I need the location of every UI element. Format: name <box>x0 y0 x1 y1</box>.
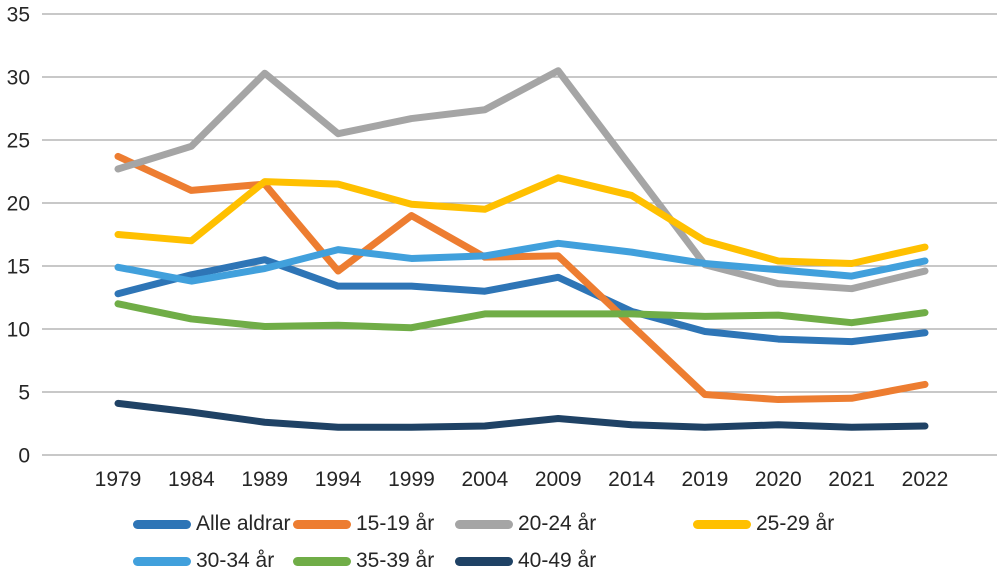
y-tick-label: 20 <box>7 193 30 216</box>
y-tick-label: 5 <box>18 382 30 405</box>
y-tick-label: 0 <box>18 445 30 468</box>
series-line-30-34-r <box>114 239 929 285</box>
x-tick-label: 1984 <box>168 468 215 491</box>
y-tick-label: 15 <box>7 256 30 279</box>
x-tick-label: 2004 <box>461 468 508 491</box>
y-tick-label: 25 <box>7 130 30 153</box>
x-tick-label: 2021 <box>828 468 875 491</box>
x-tick-label: 2022 <box>902 468 949 491</box>
series-line-alle-aldrar <box>114 256 929 346</box>
x-tick-label: 2019 <box>682 468 729 491</box>
y-tick-label: 35 <box>7 4 30 27</box>
series-line-40-49-r <box>114 399 929 431</box>
series-line-20-24-r <box>114 67 929 293</box>
y-tick-label: 30 <box>7 67 30 90</box>
x-tick-label: 1989 <box>241 468 288 491</box>
y-tick-label: 10 <box>7 319 30 342</box>
x-tick-label: 1994 <box>315 468 362 491</box>
x-tick-label: 2014 <box>608 468 655 491</box>
x-tick-label: 2020 <box>755 468 802 491</box>
series-line-15-19-r <box>114 152 929 404</box>
series-line-35-39-r <box>114 300 929 332</box>
x-tick-label: 1979 <box>95 468 142 491</box>
x-tick-label: 2009 <box>535 468 582 491</box>
series-line-25-29-r <box>114 174 929 267</box>
x-tick-label: 1999 <box>388 468 435 491</box>
